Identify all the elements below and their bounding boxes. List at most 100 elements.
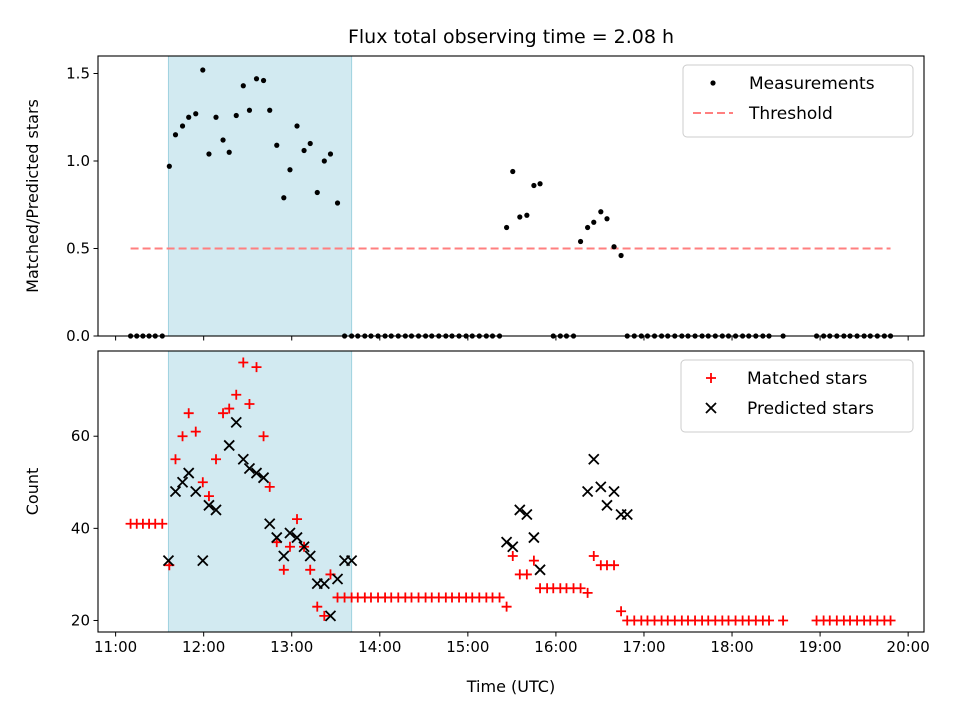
predicted-stars-point [324,610,337,622]
x-tick-label: 13:00 [270,638,313,656]
measurements-point [172,132,179,138]
predicted-stars-point [588,453,600,465]
predicted-stars-point [298,541,310,553]
matched-stars-point [211,454,221,465]
measurements-point [220,137,226,143]
measurements-point [274,142,280,148]
predicted-stars-point [507,541,519,553]
matched-stars-point [588,550,599,561]
measurements-point [179,123,186,129]
measurements-point [260,77,267,84]
matched-stars-point [312,601,323,612]
measurements-point [585,224,591,231]
predicted-stars-point [331,573,344,585]
matched-stars-point [494,592,505,603]
matched-stars-point [218,408,229,419]
predicted-stars-point [284,527,296,539]
measurements-point [334,200,341,206]
count-y-axis-label: Count [23,468,42,516]
legend-predicted-stars-label: Predicted stars [747,399,874,419]
count-marks [125,357,896,626]
measurements-point [510,168,516,175]
matched-stars-point [764,615,775,626]
count-panel: 11:00 12:00 13:00 14:00 15:00 16:00 17:00 18:00… [23,350,930,696]
measurements-point [301,147,307,154]
ratio-y-axis-label: Matched/Predicted stars [23,99,42,293]
measurements-point [267,107,273,113]
y-tick-label: 1.0 [66,152,90,170]
matched-stars-point [238,357,249,368]
matched-stars-point [575,583,586,594]
x-tick-label: 11:00 [94,638,137,656]
ratio-axis-ticks: 0.0 0.5 1.0 1.5 [66,65,909,345]
matched-stars-point [177,431,188,442]
measurements-point [321,158,327,164]
predicted-stars-point [514,504,526,516]
legend-measurements-marker [710,80,716,86]
measurements-point [287,167,293,173]
ratio-legend: Measurements Threshold [682,64,914,138]
measurements-point [233,112,239,119]
ratio-plot-frame [97,55,925,337]
x-tick-label: 14:00 [358,638,401,656]
matched-stars-point [203,491,214,502]
matched-stars-point [264,481,275,492]
predicted-stars-point [190,485,202,498]
predicted-stars-point [304,550,316,562]
measurements-point [327,151,334,157]
predicted-stars-point [169,485,182,498]
matched-stars-point [521,569,532,580]
predicted-stars-point [197,554,209,567]
predicted-stars-point [264,518,276,530]
measurements-point [598,209,604,215]
measurements-point [281,195,287,201]
predicted-stars-point [183,467,195,479]
x-tick-label: 18:00 [710,638,753,656]
matched-stars-point [507,550,518,561]
legend-measurements-label: Measurements [749,74,875,94]
measurements-point [531,182,537,189]
y-tick-label: 0.5 [66,240,90,258]
ratio-marks [127,67,894,339]
chart-title: Flux total observing time = 2.08 h [348,26,674,48]
legend-threshold-label: Threshold [748,104,833,124]
predicted-stars-point [243,462,256,475]
matched-stars-point [258,431,269,442]
predicted-stars-point [162,554,175,567]
matched-stars-point [501,601,512,612]
matched-stars-point [778,615,789,626]
matched-stars-point [197,477,208,488]
matched-stars-point [251,362,262,373]
measurements-point [246,107,253,113]
predicted-stars-point [621,508,633,521]
matched-stars-point [528,555,539,566]
predicted-stars-point [595,481,607,493]
predicted-stars-point [534,564,546,576]
measurements-point [166,163,172,169]
predicted-stars-point [250,467,263,479]
y-tick-label: 40 [71,519,90,537]
matched-stars-point [170,454,181,465]
matched-stars-point [278,564,289,575]
measurements-point [577,238,584,245]
x-tick-label: 17:00 [622,638,665,656]
measurements-point [604,216,610,222]
measurements-point [314,189,320,196]
matched-stars-point [190,426,201,437]
predicted-stars-point [257,472,270,484]
predicted-stars-point [500,536,513,548]
measurements-point [240,83,246,89]
legend-matched-stars-marker [706,373,716,383]
y-tick-label: 0.0 [66,327,90,345]
observing-window-shade [167,55,353,337]
predicted-stars-point [203,499,215,511]
matched-stars-point [319,610,330,621]
predicted-stars-point [176,476,189,488]
predicted-stars-point [318,577,330,590]
predicted-stars-point [581,485,594,498]
measurements-point [611,244,617,250]
predicted-stars-point [230,416,242,429]
x-tick-label: 15:00 [446,638,489,656]
count-axis-ticks: 11:00 12:00 13:00 14:00 15:00 16:00 17:00 18:00… [71,427,930,656]
count-plot-frame [97,350,925,633]
